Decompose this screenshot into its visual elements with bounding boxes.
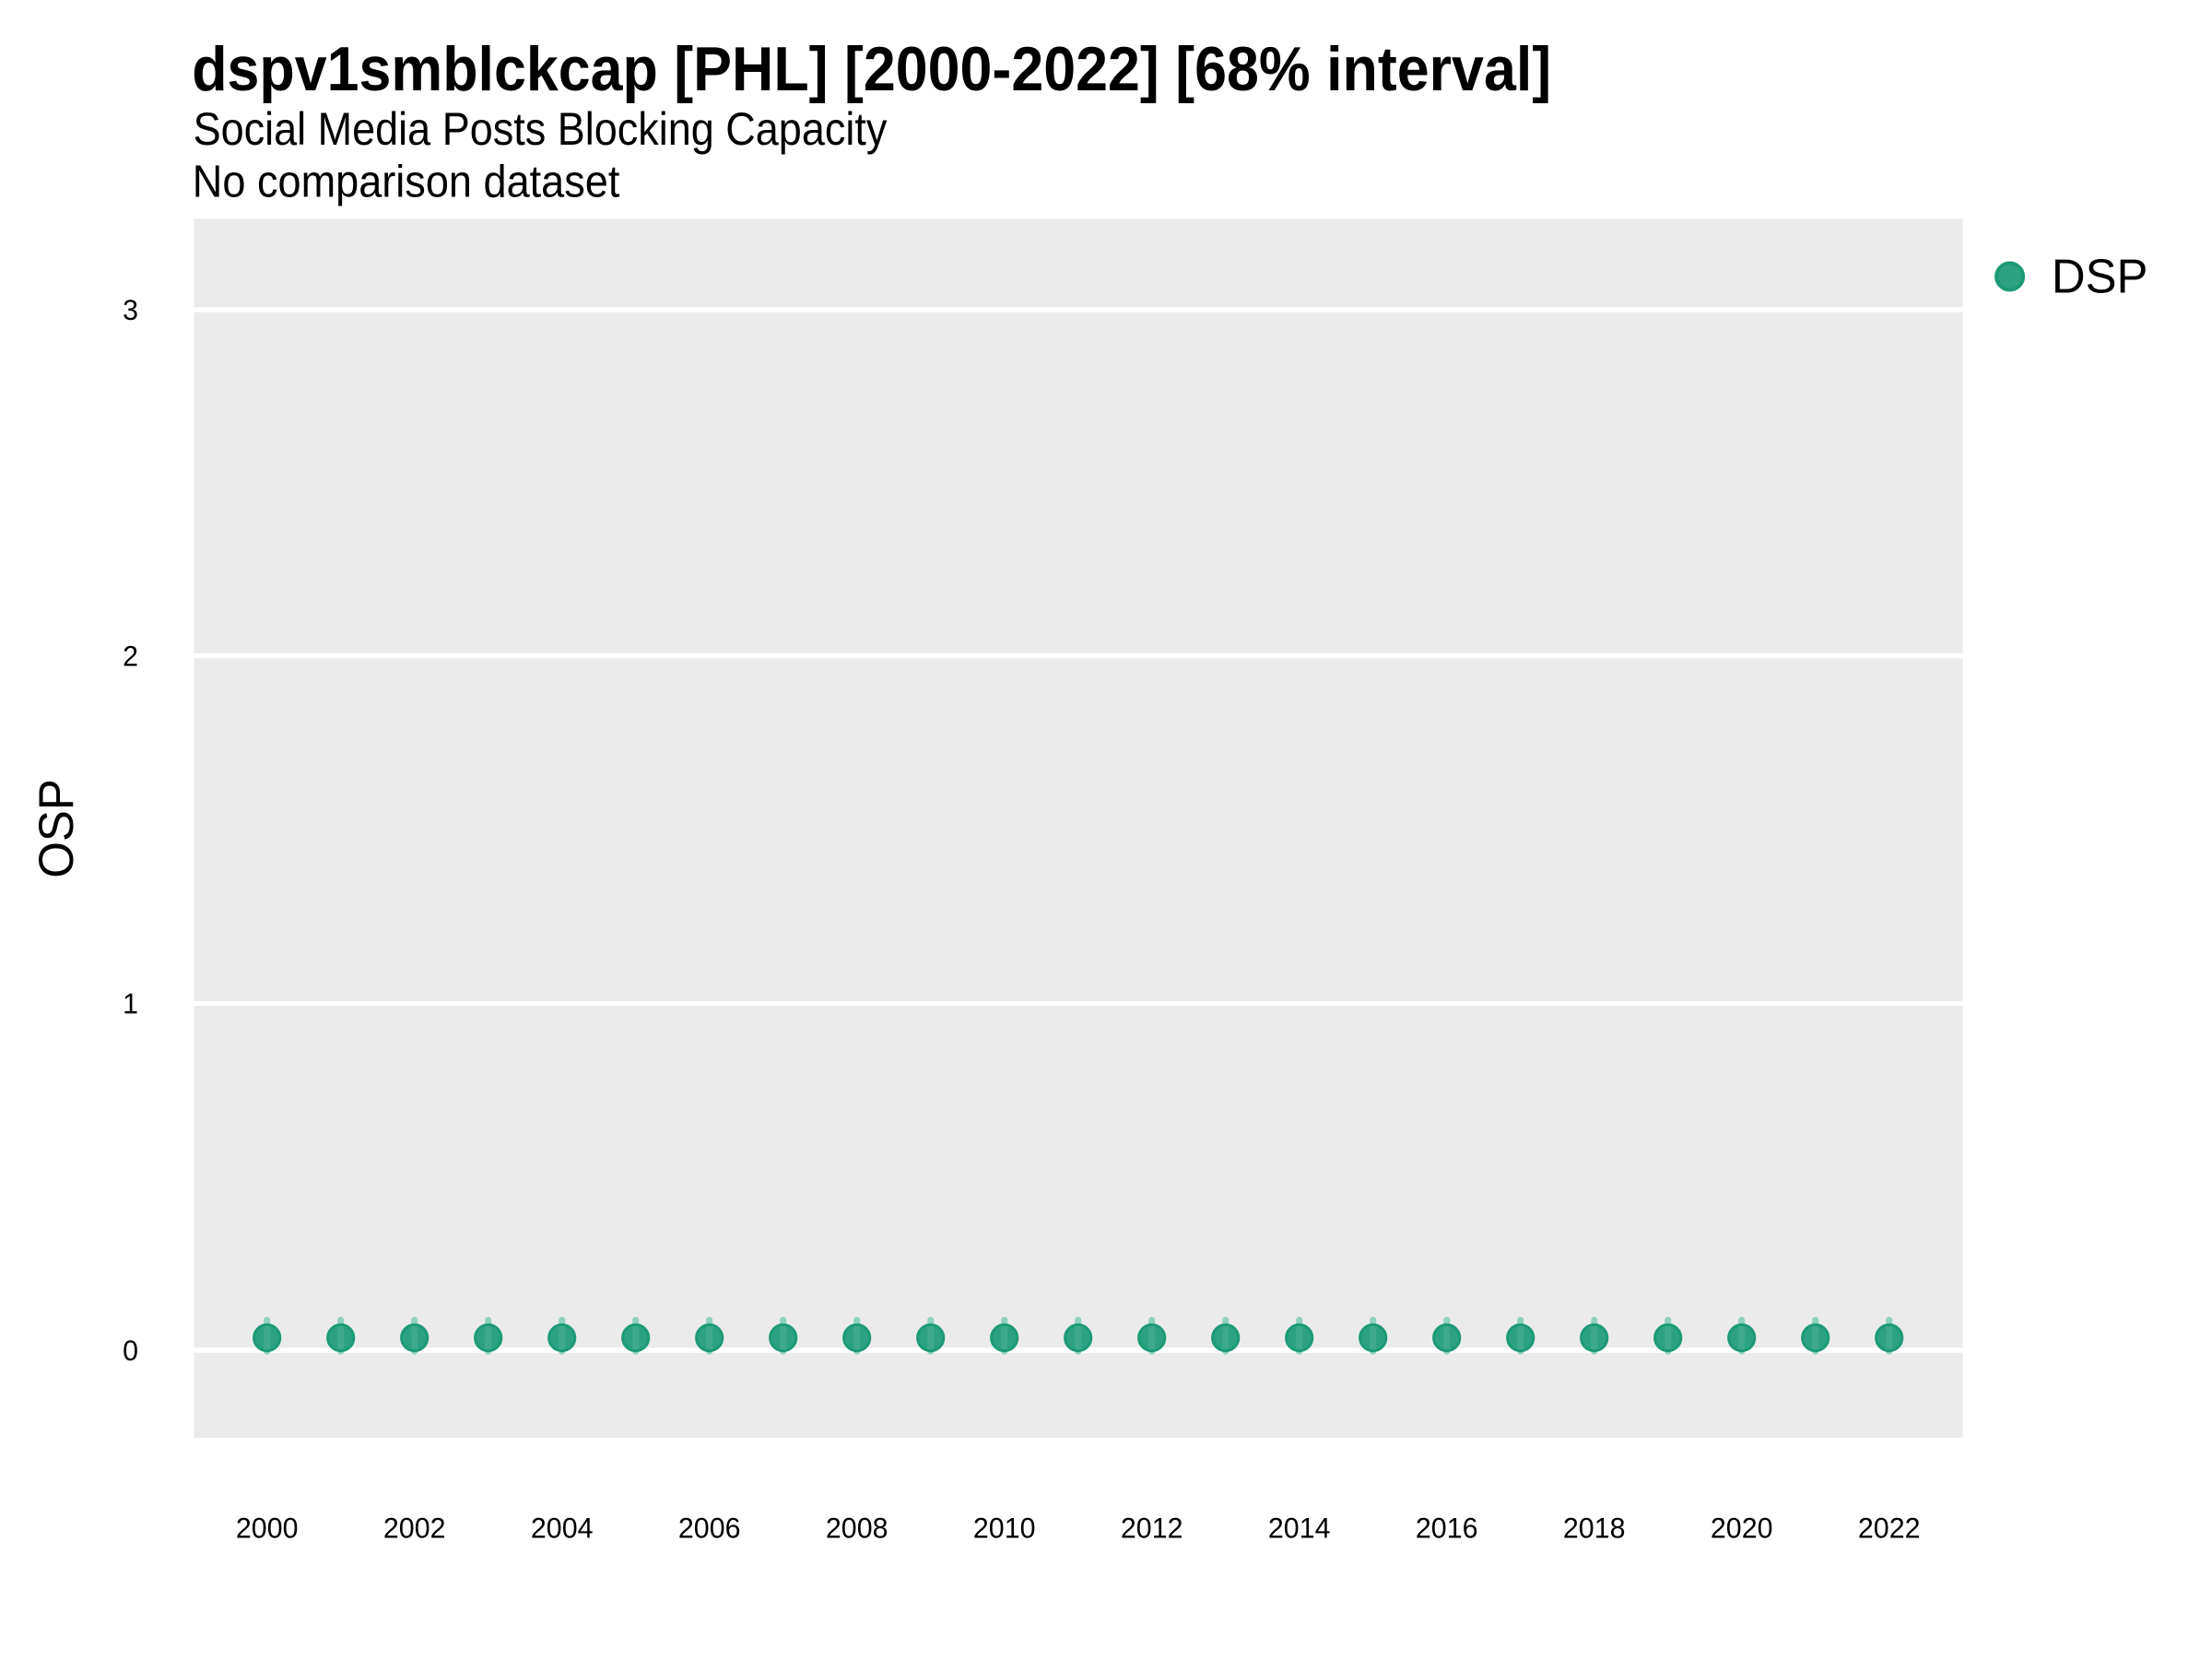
svg-text:OSP: OSP	[29, 779, 84, 878]
svg-text:2: 2	[123, 640, 138, 673]
svg-text:DSP: DSP	[2052, 249, 2148, 303]
svg-text:2008: 2008	[826, 1512, 888, 1545]
svg-text:2012: 2012	[1121, 1512, 1183, 1545]
svg-text:0: 0	[123, 1335, 138, 1368]
svg-text:2022: 2022	[1858, 1512, 1921, 1545]
svg-text:2016: 2016	[1416, 1512, 1478, 1545]
svg-text:2018: 2018	[1563, 1512, 1626, 1545]
svg-text:2020: 2020	[1711, 1512, 1773, 1545]
svg-text:2006: 2006	[678, 1512, 741, 1545]
svg-text:No comparison dataset: No comparison dataset	[193, 156, 620, 206]
svg-text:2002: 2002	[383, 1512, 446, 1545]
svg-text:2010: 2010	[973, 1512, 1036, 1545]
svg-text:2014: 2014	[1268, 1512, 1331, 1545]
svg-text:dspv1smblckcap [PHL] [2000-202: dspv1smblckcap [PHL] [2000-2022] [68% in…	[192, 34, 1551, 104]
svg-text:1: 1	[123, 987, 138, 1020]
svg-text:Social Media Posts Blocking Ca: Social Media Posts Blocking Capacity	[194, 104, 888, 156]
svg-text:2004: 2004	[531, 1512, 594, 1545]
svg-text:3: 3	[123, 294, 138, 327]
svg-text:2000: 2000	[236, 1512, 299, 1545]
